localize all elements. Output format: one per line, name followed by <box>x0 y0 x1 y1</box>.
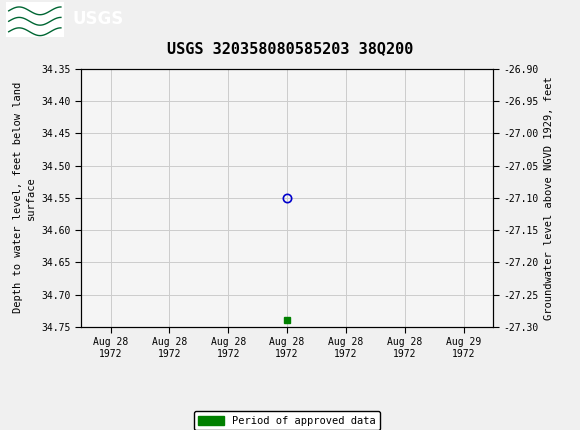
FancyBboxPatch shape <box>6 2 64 37</box>
Text: USGS: USGS <box>72 10 124 28</box>
Y-axis label: Groundwater level above NGVD 1929, feet: Groundwater level above NGVD 1929, feet <box>544 76 554 319</box>
Text: USGS 320358080585203 38Q200: USGS 320358080585203 38Q200 <box>167 41 413 56</box>
Y-axis label: Depth to water level, feet below land
surface: Depth to water level, feet below land su… <box>13 82 36 313</box>
Legend: Period of approved data: Period of approved data <box>194 412 380 430</box>
